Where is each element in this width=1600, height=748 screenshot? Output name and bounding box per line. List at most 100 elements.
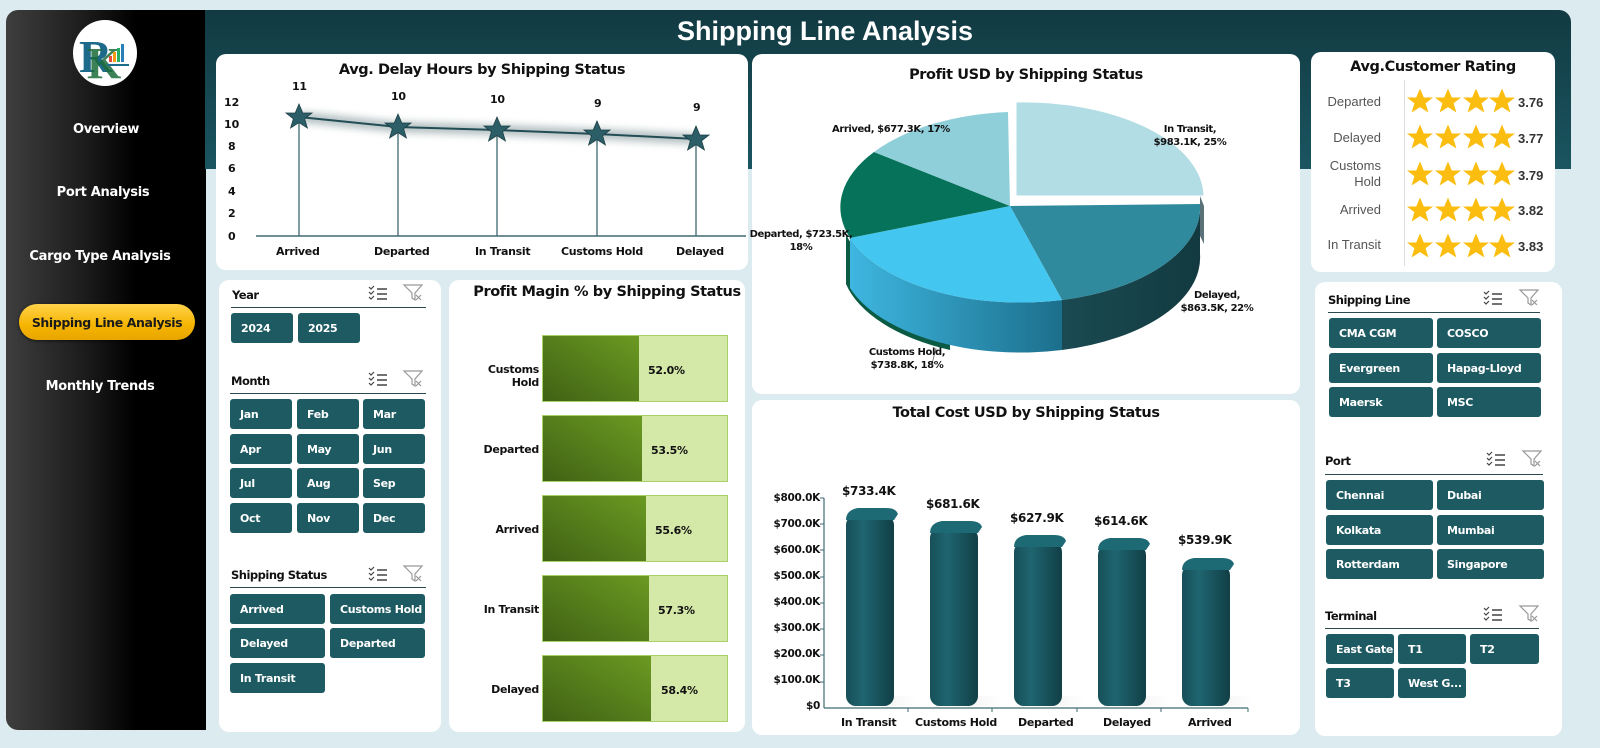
slicer-line-maersk[interactable]: Maersk — [1329, 387, 1433, 417]
multi-select-icon[interactable] — [1482, 289, 1504, 307]
delay-xtick-departed: Departed — [374, 245, 430, 258]
profit-margin-title: Profit Magin % by Shipping Status — [473, 284, 741, 300]
clear-filter-icon[interactable] — [402, 564, 424, 582]
slicer-month-feb[interactable]: Feb — [297, 399, 359, 429]
multi-select-icon[interactable] — [1482, 605, 1504, 623]
slicer-month-apr[interactable]: Apr — [230, 434, 292, 464]
cost-label-in-transit: $733.4K — [842, 484, 896, 498]
slicer-terminal-east-gate[interactable]: East Gate — [1326, 634, 1394, 664]
multi-select-icon[interactable] — [1485, 450, 1507, 468]
rating-label-departed: Departed — [1327, 94, 1381, 109]
rating-value-delayed: 3.77 — [1518, 131, 1544, 146]
slicer-month-may[interactable]: May — [297, 434, 359, 464]
slicer-terminal-t1[interactable]: T1 — [1398, 634, 1466, 664]
slicer-line-evergreen[interactable]: Evergreen — [1329, 353, 1433, 383]
slicer-year-2025[interactable]: 2025 — [298, 313, 360, 343]
nav-overview[interactable]: Overview — [72, 122, 140, 137]
cost-label-departed: $627.9K — [1010, 511, 1064, 525]
pie-label-departed: Departed, $723.5K, 18% — [749, 229, 853, 253]
delay-label-in-transit: 10 — [490, 93, 505, 106]
rating-label-in-transit: In Transit — [1327, 237, 1381, 252]
slicer-month-mar[interactable]: Mar — [363, 399, 425, 429]
avg-delay-line-chart: 0 2 4 6 8 10 12 — [224, 96, 746, 243]
cost-xtick-arrived: Arrived — [1188, 716, 1232, 729]
slicer-year-title: Year — [232, 288, 259, 302]
customer-rating-title: Avg.Customer Rating — [1350, 59, 1516, 75]
svg-text:0: 0 — [228, 230, 236, 243]
multi-select-icon[interactable] — [367, 565, 389, 583]
slicer-port-kolkata[interactable]: Kolkata — [1326, 515, 1433, 545]
svg-text:10: 10 — [224, 118, 240, 131]
slicer-status-arrived[interactable]: Arrived — [230, 594, 325, 624]
slicer-month-jun[interactable]: Jun — [363, 434, 425, 464]
slicer-month-nov[interactable]: Nov — [297, 503, 359, 533]
pie-label-in-transit: In Transit, $983.1K, 25% — [1153, 124, 1227, 148]
slicer-port-singapore[interactable]: Singapore — [1437, 549, 1544, 579]
slicer-port-mumbai[interactable]: Mumbai — [1437, 515, 1544, 545]
multi-select-icon[interactable] — [367, 370, 389, 388]
cost-label-delayed: $614.6K — [1094, 514, 1148, 528]
slicer-terminal-t3[interactable]: T3 — [1326, 668, 1394, 698]
slicer-line-cosco[interactable]: COSCO — [1437, 318, 1541, 348]
slicer-terminal-west-gate[interactable]: West G... — [1398, 668, 1466, 698]
multi-select-icon[interactable] — [367, 284, 389, 302]
nav-port-analysis[interactable]: Port Analysis — [56, 185, 150, 200]
slicer-year-2024[interactable]: 2024 — [231, 313, 293, 343]
slicer-month-dec[interactable]: Dec — [363, 503, 425, 533]
slicer-shipping-status-title: Shipping Status — [231, 568, 327, 582]
delay-xtick-arrived: Arrived — [276, 245, 320, 258]
nav-monthly-trends[interactable]: Monthly Trends — [45, 379, 155, 394]
delay-xtick-in-transit: In Transit — [475, 245, 531, 258]
sidebar — [6, 10, 206, 730]
slicer-status-delayed[interactable]: Delayed — [230, 628, 325, 658]
delay-label-delayed: 9 — [693, 101, 701, 114]
cost-xtick-departed: Departed — [1018, 716, 1074, 729]
total-cost-title: Total Cost USD by Shipping Status — [892, 405, 1160, 421]
slicer-terminal-t2[interactable]: T2 — [1470, 634, 1539, 664]
slicer-port-rotterdam[interactable]: Rotterdam — [1326, 549, 1433, 579]
slicer-month-oct[interactable]: Oct — [230, 503, 292, 533]
clear-filter-icon[interactable] — [402, 283, 424, 301]
clear-filter-icon[interactable] — [1521, 449, 1543, 467]
slicer-month-jul[interactable]: Jul — [230, 468, 292, 498]
rating-value-arrived: 3.82 — [1518, 203, 1544, 218]
slicer-line-cma-cgm[interactable]: CMA CGM — [1329, 318, 1433, 348]
delay-xtick-customs-hold: Customs Hold — [561, 245, 643, 258]
rating-value-departed: 3.76 — [1518, 95, 1544, 110]
slicer-status-departed[interactable]: Departed — [330, 628, 425, 658]
slicer-line-hapag-lloyd[interactable]: Hapag-Lloyd — [1437, 353, 1541, 383]
nav-cargo-type-analysis[interactable]: Cargo Type Analysis — [29, 249, 171, 264]
nav-shipping-line-analysis[interactable]: Shipping Line Analysis — [19, 304, 195, 340]
cost-xtick-in-transit: In Transit — [841, 716, 897, 729]
delay-xtick-delayed: Delayed — [676, 245, 724, 258]
slicer-month-aug[interactable]: Aug — [297, 468, 359, 498]
rating-value-in-transit: 3.83 — [1518, 239, 1544, 254]
margin-label-arrived: Arrived — [495, 523, 539, 536]
cost-xtick-delayed: Delayed — [1103, 716, 1151, 729]
margin-label-customs-hold: Customs Hold — [487, 363, 539, 389]
left-slicer-panel: Year 2024 2025 Month Jan Feb Mar Apr May… — [219, 280, 441, 732]
clear-filter-icon[interactable] — [1518, 288, 1540, 306]
rating-label-delayed: Delayed — [1333, 130, 1381, 145]
slicer-status-customs-hold[interactable]: Customs Hold — [330, 594, 425, 624]
page-title: Shipping Line Analysis — [676, 16, 974, 46]
rating-label-arrived: Arrived — [1339, 202, 1381, 217]
clear-filter-icon[interactable] — [402, 369, 424, 387]
slicer-month-sep[interactable]: Sep — [363, 468, 425, 498]
svg-text:6: 6 — [228, 162, 236, 175]
slicer-month-title: Month — [231, 374, 270, 388]
avg-delay-chart-card: Avg. Delay Hours by Shipping Status 0 2 … — [216, 54, 748, 270]
slicer-status-in-transit[interactable]: In Transit — [230, 663, 325, 693]
margin-value-departed: 53.5% — [651, 444, 688, 457]
margin-value-in-transit: 57.3% — [658, 604, 695, 617]
profit-margin-card: Profit Magin % by Shipping Status Custom… — [449, 280, 745, 732]
slicer-port-chennai[interactable]: Chennai — [1326, 480, 1433, 510]
slicer-month-jan[interactable]: Jan — [230, 399, 292, 429]
margin-label-in-transit: In Transit — [483, 603, 540, 616]
slicer-line-msc[interactable]: MSC — [1437, 387, 1541, 417]
slicer-port-dubai[interactable]: Dubai — [1437, 480, 1544, 510]
clear-filter-icon[interactable] — [1518, 604, 1540, 622]
profit-pie-card: Profit USD by Shipping Status Arrived, $… — [750, 54, 1300, 394]
cost-label-customs-hold: $681.6K — [926, 497, 980, 511]
margin-value-customs-hold: 52.0% — [648, 364, 685, 377]
